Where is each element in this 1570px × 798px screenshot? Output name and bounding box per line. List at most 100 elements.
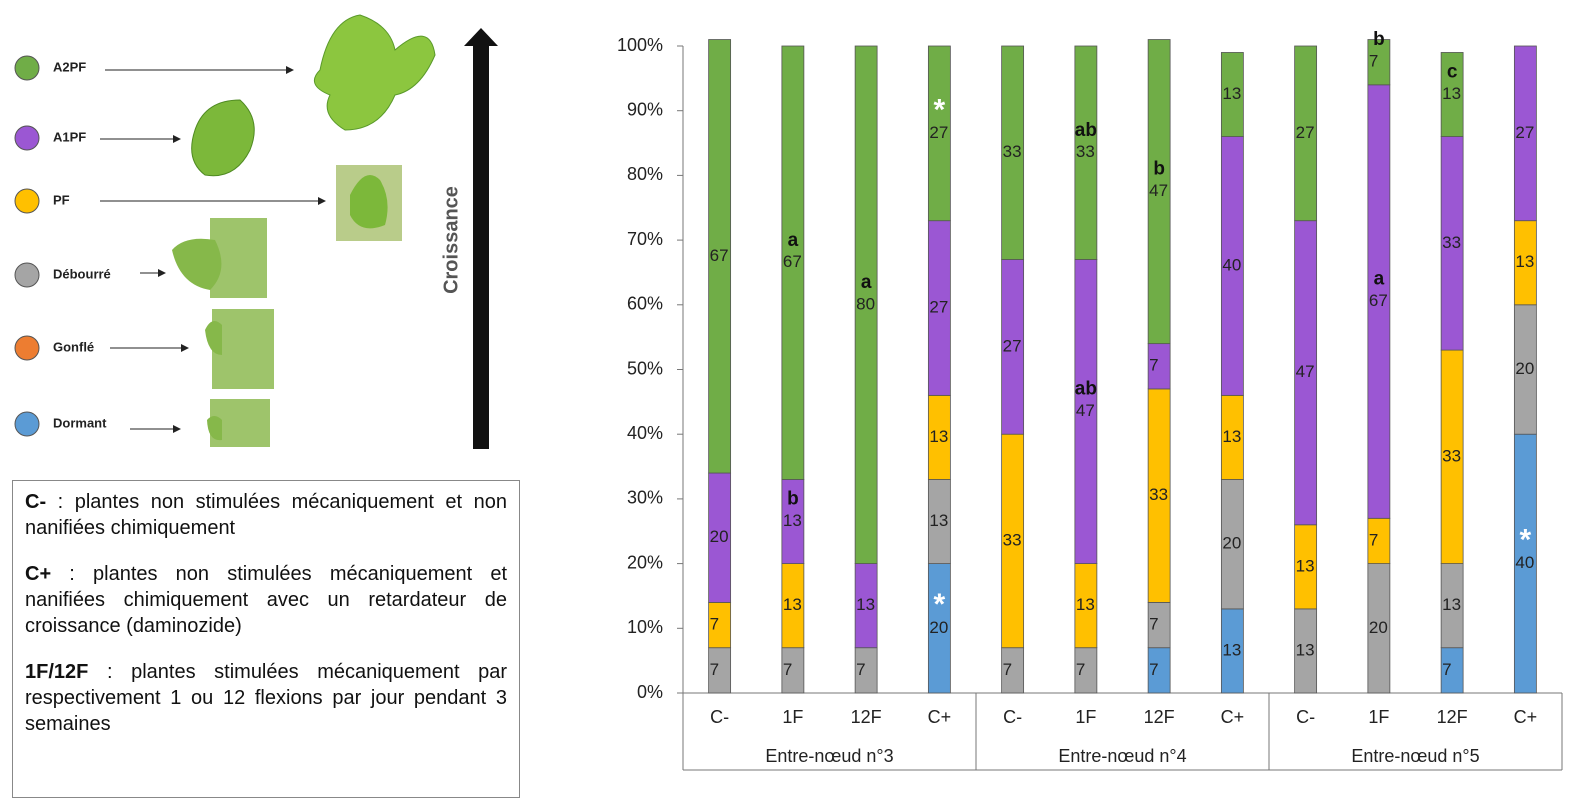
x-tick-label: C- — [1296, 707, 1315, 727]
data-label: 13 — [856, 595, 875, 614]
data-label: 27 — [1515, 123, 1534, 142]
data-label: 13 — [1296, 556, 1315, 575]
legend-swatch — [14, 188, 40, 214]
data-label: 13 — [1222, 427, 1241, 446]
x-tick-label: C- — [1003, 707, 1022, 727]
x-tick-label: C+ — [928, 707, 952, 727]
legend-label: PF — [53, 192, 70, 207]
data-label: 80 — [856, 294, 875, 313]
data-label: 40 — [1222, 255, 1241, 274]
data-label: 33 — [1003, 530, 1022, 549]
significance-label: b — [787, 489, 799, 510]
data-label: 7 — [1003, 660, 1012, 679]
data-label: 13 — [1222, 84, 1241, 103]
data-label: 33 — [1076, 142, 1095, 161]
y-tick-label: 90% — [627, 99, 663, 119]
x-tick-label: C+ — [1221, 707, 1245, 727]
data-label: 20 — [710, 527, 729, 546]
bar-segment — [781, 45, 805, 480]
x-tick-label: 1F — [782, 707, 803, 727]
x-tick-label: 12F — [851, 707, 882, 727]
legend-label: Gonflé — [53, 339, 94, 354]
legend-label: Dormant — [53, 415, 107, 430]
y-tick-label: 20% — [627, 552, 663, 572]
y-tick-label: 40% — [627, 423, 663, 443]
significance-label: * — [934, 588, 946, 621]
significance-label: c — [1447, 62, 1458, 83]
significance-label: b — [1153, 159, 1165, 180]
note-term: C- — [25, 491, 47, 513]
data-label: 13 — [1442, 84, 1461, 103]
x-tick-label: C- — [710, 707, 729, 727]
data-label: 7 — [1149, 615, 1158, 634]
data-label: 27 — [929, 123, 948, 142]
significance-label: a — [788, 230, 799, 251]
data-label: 13 — [1076, 595, 1095, 614]
data-label: 13 — [783, 595, 802, 614]
data-label: 27 — [929, 298, 948, 317]
note-text: : plantes non stimulées mécaniquement et… — [25, 491, 507, 539]
x-tick-label: 1F — [1075, 707, 1096, 727]
note-text: : plantes non stimulées mécaniquement et… — [25, 563, 507, 637]
plant-images — [100, 14, 436, 447]
y-tick-label: 10% — [627, 617, 663, 637]
data-label: 33 — [1149, 485, 1168, 504]
note: C- : plantes non stimulées mécaniquement… — [25, 489, 507, 541]
x-tick-label: C+ — [1514, 707, 1538, 727]
legend-swatch — [14, 411, 40, 437]
y-tick-label: 80% — [627, 164, 663, 184]
bar-segment — [927, 45, 951, 222]
significance-label: a — [1374, 269, 1385, 290]
x-tick-label: 12F — [1437, 707, 1468, 727]
data-label: 7 — [1149, 356, 1158, 375]
data-label: 7 — [783, 660, 792, 679]
data-label: 47 — [1149, 181, 1168, 200]
data-label: 7 — [710, 615, 719, 634]
legend-label: A1PF — [53, 129, 86, 144]
data-label: 13 — [1442, 595, 1461, 614]
group-label: Entre-nœud n°3 — [765, 746, 893, 766]
significance-label: * — [1520, 524, 1532, 557]
y-tick-label: 100% — [617, 35, 663, 55]
data-label: 7 — [1076, 660, 1085, 679]
y-tick-label: 60% — [627, 294, 663, 314]
data-label: 67 — [783, 252, 802, 271]
bar-segment — [1513, 45, 1537, 222]
data-label: 7 — [856, 660, 865, 679]
page: {"chart_data": {"type": "stacked-bar", "… — [12, 14, 1563, 798]
note-term: C+ — [25, 563, 52, 585]
note-term: 1F/12F — [25, 661, 89, 683]
data-label: 13 — [1222, 640, 1241, 659]
significance-label: ab — [1075, 379, 1097, 400]
note: 1F/12F : plantes stimulées mécaniquement… — [25, 659, 507, 737]
significance-label: ab — [1075, 120, 1097, 141]
legend-label: Débourré — [53, 266, 111, 281]
figure: Croissance 0% 10% 20% 30% 40% 50% 60% 70% 80% 90%… — [14, 14, 1563, 771]
arrow-label: Croissance — [440, 186, 462, 294]
data-label: 27 — [1003, 336, 1022, 355]
data-label: 20 — [1515, 359, 1534, 378]
significance-label: a — [861, 272, 872, 293]
bar-segment — [1220, 52, 1244, 137]
legend-swatch — [14, 55, 40, 81]
legend-swatch — [14, 335, 40, 361]
data-label: 13 — [929, 511, 948, 530]
data-label: 13 — [783, 511, 802, 530]
data-label: 40 — [1515, 553, 1534, 572]
legend-label: A2PF — [53, 59, 86, 74]
data-label: 7 — [1442, 660, 1451, 679]
data-label: 67 — [710, 246, 729, 265]
data-label: 13 — [1515, 252, 1534, 271]
legend-swatch — [14, 125, 40, 151]
bar-segment — [854, 45, 878, 564]
bar-segment — [1001, 45, 1025, 260]
data-label: 33 — [1003, 142, 1022, 161]
data-label: 20 — [1222, 534, 1241, 553]
data-label: 7 — [1369, 52, 1378, 71]
bar-segment — [1074, 45, 1098, 260]
data-label: 33 — [1442, 233, 1461, 252]
data-label: 7 — [1149, 660, 1158, 679]
legend-swatch — [14, 262, 40, 288]
data-label: 7 — [1369, 530, 1378, 549]
y-tick-label: 50% — [627, 358, 663, 378]
